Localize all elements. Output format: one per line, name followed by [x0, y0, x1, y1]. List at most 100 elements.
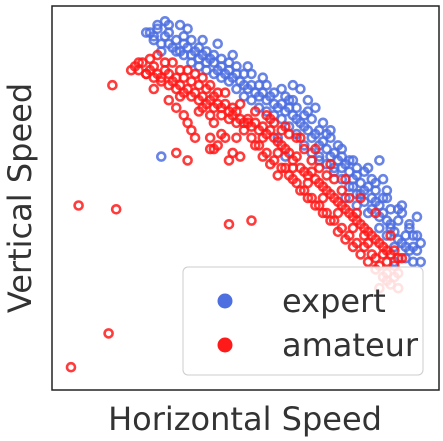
expert-point-181: [396, 200, 408, 211]
expert-point-171: [246, 68, 257, 80]
amateur-point-186: [276, 125, 287, 136]
amateur-point-117: [310, 143, 321, 155]
expert-point-175: [306, 113, 318, 125]
legend-box: [182, 266, 424, 376]
amateur-point-191: [216, 128, 227, 140]
x-axis-label: Horizontal Speed: [108, 400, 382, 438]
amateur-point-181: [313, 162, 325, 174]
legend-marker-expert: [217, 293, 233, 309]
expert-point-108: [140, 27, 152, 38]
amateur-point-140: [167, 57, 178, 68]
points-layer: [65, 15, 427, 373]
amateur-point-207: [107, 79, 118, 91]
amateur-point-130: [317, 192, 329, 204]
amateur-point-188: [261, 110, 272, 121]
amateur-point-141: [152, 49, 163, 61]
amateur-point-136: [227, 102, 238, 114]
amateur-point-193: [204, 110, 216, 121]
amateur-point-176: [351, 207, 363, 219]
expert-point-154: [310, 102, 321, 114]
amateur-point-113: [250, 106, 261, 117]
amateur-point-129: [332, 207, 344, 219]
expert-point-173: [276, 83, 287, 95]
amateur-point-201: [182, 155, 193, 166]
amateur-point-157: [302, 192, 314, 204]
amateur-point-199: [182, 117, 193, 129]
amateur-point-209: [246, 215, 257, 226]
amateur-point-150: [250, 140, 261, 151]
amateur-point-134: [257, 132, 269, 144]
amateur-point-208: [223, 219, 235, 230]
plot-frame: [51, 5, 440, 391]
expert-point-153: [317, 117, 329, 129]
expert-point-129: [415, 256, 427, 268]
amateur-point-195: [193, 106, 205, 117]
amateur-point-189: [231, 132, 242, 144]
expert-point-149: [370, 185, 381, 196]
amateur-point-135: [242, 117, 254, 129]
amateur-point-155: [287, 173, 299, 185]
amateur-point-204: [204, 132, 216, 144]
amateur-point-196: [148, 83, 160, 95]
amateur-point-138: [197, 72, 208, 83]
amateur-point-187: [268, 117, 280, 129]
amateur-point-183: [298, 143, 310, 155]
amateur-point-173: [396, 252, 408, 264]
amateur-point-118: [325, 158, 336, 170]
legend-label-expert: expert: [282, 282, 386, 320]
amateur-point-180: [321, 170, 333, 181]
amateur-point-137: [212, 87, 223, 98]
expert-point-140: [156, 151, 167, 162]
amateur-point-133: [272, 147, 284, 159]
amateur-point-131: [302, 177, 314, 189]
expert-point-162: [197, 34, 208, 46]
expert-point-177: [336, 151, 348, 162]
expert-point-143: [374, 155, 385, 166]
expert-point-157: [287, 79, 299, 91]
y-axis-label: Vertical Speed: [1, 83, 39, 313]
amateur-point-205: [73, 200, 84, 211]
amateur-point-44: [291, 151, 302, 162]
expert-point-76: [381, 230, 393, 241]
expert-point-178: [351, 162, 363, 174]
amateur-point-154: [280, 162, 291, 174]
amateur-point-152: [264, 158, 276, 170]
expert-point-169: [216, 53, 227, 65]
amateur-point-178: [336, 185, 348, 196]
amateur-point-206: [110, 204, 122, 215]
expert-point-147: [385, 219, 396, 230]
amateur-point-122: [385, 230, 396, 241]
amateur-point-104: [140, 68, 152, 80]
expert-point-172: [261, 79, 272, 91]
expert-point-187: [377, 173, 389, 185]
amateur-point-139: [182, 64, 193, 76]
expert-point-179: [366, 173, 378, 185]
amateur-point-120: [355, 192, 366, 204]
amateur-point-105: [133, 57, 144, 68]
expert-point-142: [362, 162, 374, 174]
amateur-point-164: [355, 249, 366, 260]
expert-point-139: [374, 222, 385, 234]
amateur-point-159: [317, 207, 329, 219]
amateur-point-210: [103, 328, 114, 339]
legend-label-amateur: amateur: [282, 326, 419, 364]
expert-point-183: [411, 211, 423, 223]
amateur-point-142: [174, 91, 186, 102]
amateur-point-119: [340, 173, 351, 185]
amateur-point-149: [234, 151, 246, 162]
amateur-point-128: [347, 222, 359, 234]
expert-point-176: [321, 128, 333, 140]
expert-point-155: [302, 94, 314, 106]
amateur-point-110: [204, 79, 216, 91]
amateur-point-161: [332, 226, 344, 238]
amateur-point-182: [306, 155, 318, 166]
amateur-point-175: [358, 230, 370, 241]
amateur-point-197: [163, 94, 175, 106]
expert-point-161: [212, 38, 223, 50]
amateur-point-156: [295, 185, 306, 196]
expert-point-104: [171, 46, 182, 57]
amateur-point-203: [208, 143, 220, 155]
legend-marker-amateur: [217, 337, 233, 353]
expert-point-174: [291, 102, 302, 114]
amateur-point-94: [216, 110, 227, 121]
